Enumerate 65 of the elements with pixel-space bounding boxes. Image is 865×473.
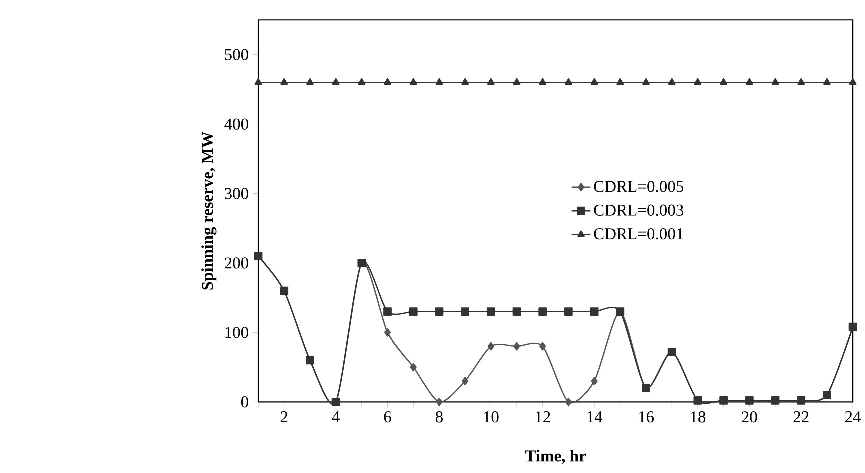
point bbox=[772, 78, 780, 86]
point bbox=[616, 78, 624, 86]
x-tick-label: 8 bbox=[436, 412, 443, 423]
point bbox=[332, 78, 340, 86]
point bbox=[746, 78, 754, 86]
point bbox=[538, 308, 548, 316]
point bbox=[540, 342, 546, 351]
point bbox=[462, 78, 470, 86]
point bbox=[564, 78, 572, 86]
point bbox=[823, 78, 831, 86]
point bbox=[514, 342, 520, 351]
y-tick-label: 200 bbox=[225, 258, 248, 269]
point bbox=[384, 308, 392, 316]
x-tick-label: 16 bbox=[639, 412, 654, 423]
point bbox=[436, 78, 444, 86]
point bbox=[564, 308, 573, 316]
point bbox=[435, 308, 444, 316]
point bbox=[668, 78, 676, 86]
point bbox=[720, 78, 728, 86]
point bbox=[642, 78, 650, 86]
point bbox=[488, 342, 494, 351]
point bbox=[539, 78, 547, 86]
point bbox=[565, 398, 572, 406]
legend-label: CDRL=0.005 bbox=[594, 181, 684, 192]
y-axis-title: Spinning reserve, MW bbox=[202, 132, 217, 290]
x-tick-label: 10 bbox=[484, 412, 499, 423]
point bbox=[513, 78, 521, 86]
point bbox=[849, 78, 857, 86]
point bbox=[410, 363, 417, 372]
point bbox=[280, 78, 288, 86]
point bbox=[591, 377, 598, 386]
point bbox=[694, 78, 702, 86]
x-tick-label: 22 bbox=[794, 412, 809, 422]
point bbox=[409, 308, 418, 316]
point bbox=[358, 78, 366, 86]
point bbox=[436, 398, 443, 406]
point bbox=[798, 78, 806, 86]
point bbox=[486, 308, 496, 316]
y-tick-label: 0 bbox=[241, 396, 248, 408]
point bbox=[384, 328, 392, 337]
point bbox=[306, 78, 314, 86]
point bbox=[254, 78, 262, 86]
x-tick-label: 4 bbox=[332, 412, 340, 422]
x-tick-label: 12 bbox=[536, 412, 550, 422]
point bbox=[461, 308, 470, 316]
x-tick-label: 2 bbox=[280, 412, 288, 422]
point bbox=[487, 78, 495, 86]
x-tick-label: 14 bbox=[588, 412, 603, 422]
y-tick-label: 300 bbox=[225, 188, 248, 200]
point bbox=[590, 308, 599, 316]
x-tick-label: 20 bbox=[742, 412, 758, 423]
point bbox=[410, 78, 418, 86]
point bbox=[590, 78, 598, 86]
x-tick-label: 6 bbox=[384, 412, 392, 423]
x-tick-label: 18 bbox=[691, 412, 706, 423]
x-axis-title: Time, hr bbox=[525, 450, 586, 464]
x-tick-label: 24 bbox=[846, 412, 862, 422]
y-tick-label: 500 bbox=[225, 49, 248, 60]
point bbox=[384, 78, 392, 86]
legend-label: CDRL=0.001 bbox=[594, 228, 684, 240]
point bbox=[512, 308, 522, 316]
point bbox=[462, 377, 469, 386]
y-tick-label: 100 bbox=[226, 327, 248, 338]
y-tick-label: 400 bbox=[224, 118, 248, 130]
legend-label: CDRL=0.003 bbox=[594, 204, 684, 216]
